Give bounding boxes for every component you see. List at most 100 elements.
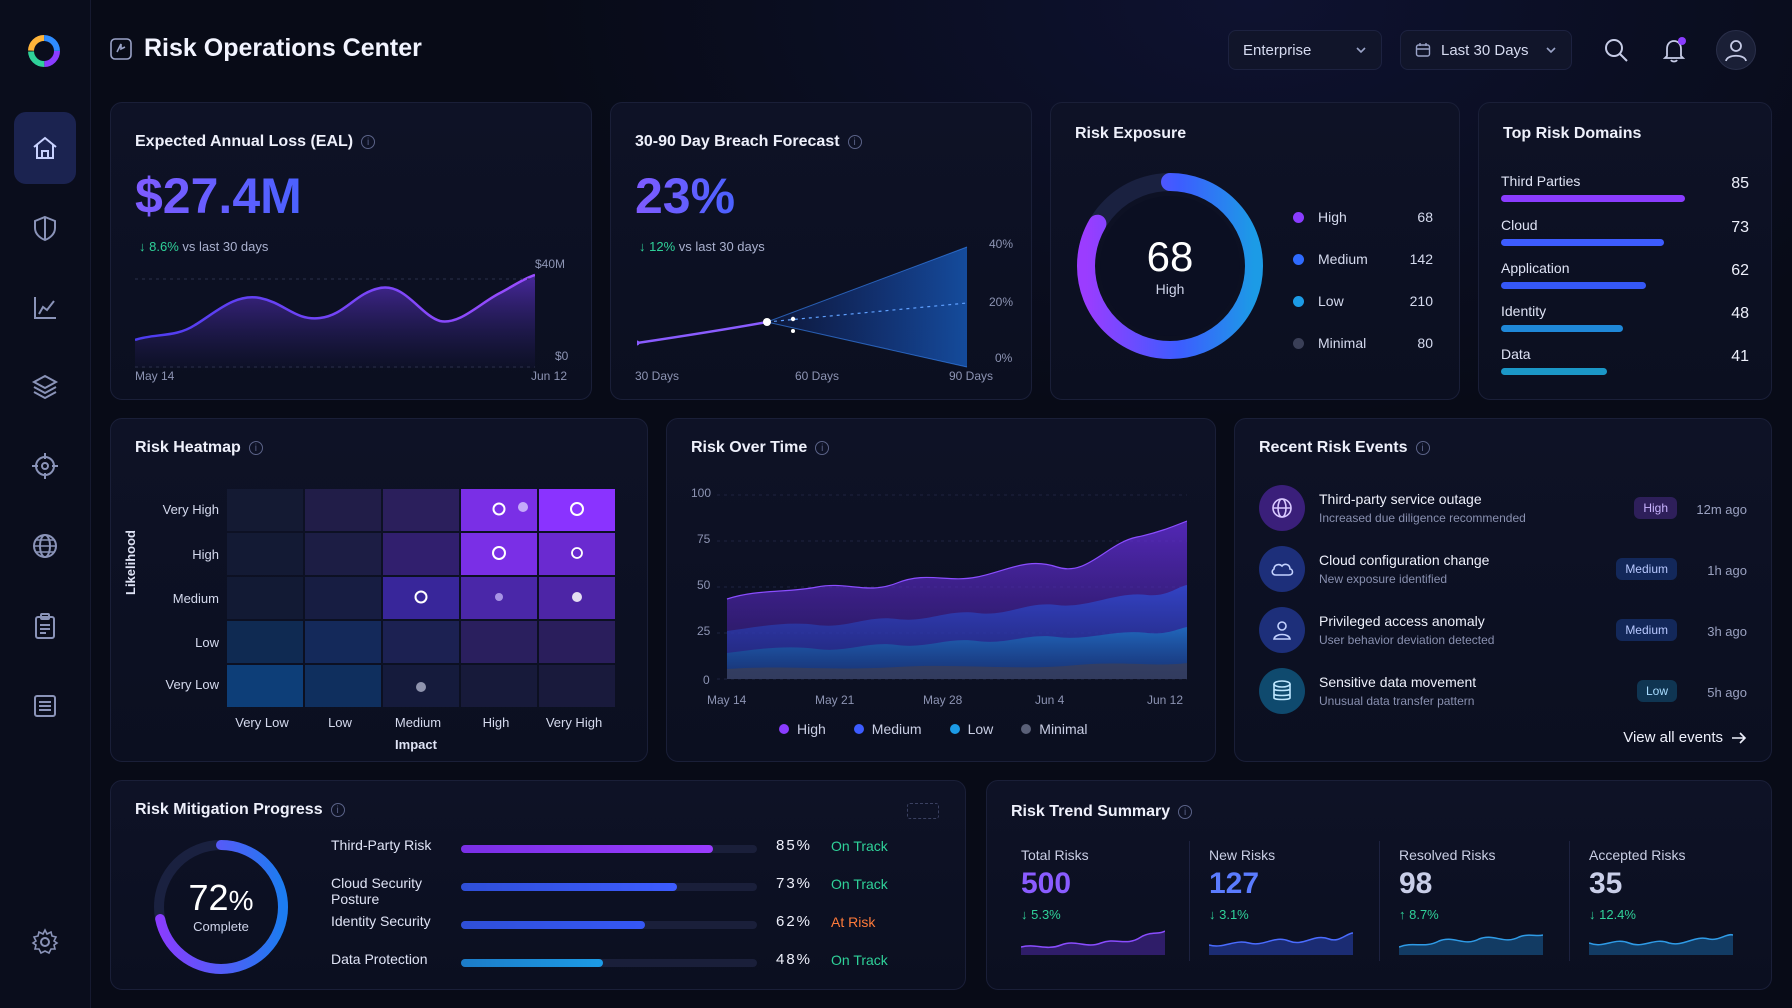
info-icon[interactable]: i [847,135,862,149]
domain-row-cloud[interactable]: Cloud 73 [1501,217,1749,246]
eal-value: $27.4M [135,168,302,224]
domain-bar [1501,195,1685,202]
domain-row-data[interactable]: Data 41 [1501,346,1749,375]
eal-title: Expected Annual Loss (EAL) [135,133,354,150]
nav-targets[interactable] [14,430,76,502]
events-title: Recent Risk Events [1259,439,1408,456]
search-button[interactable] [1598,32,1634,68]
forecast-x-tick-2: 90 Days [949,369,994,383]
mitigation-fill [461,921,645,929]
mitigation-track [461,959,757,967]
mitigation-label: Identity Security [331,913,431,929]
events-title-wrap: Recent Risk Events i [1259,439,1430,457]
sidebar [0,0,91,1008]
domain-bar [1501,239,1664,246]
legend-label: Low [967,721,994,737]
date-range-select[interactable]: Last 30 Days [1400,30,1572,70]
info-icon[interactable]: i [248,441,263,455]
info-icon[interactable]: i [1415,441,1430,455]
info-icon[interactable]: i [361,135,376,149]
forecast-title-wrap: 30-90 Day Breach Forecast i [635,133,862,151]
mitigation-fill [461,845,713,853]
user-avatar-button[interactable] [1716,30,1756,70]
nav-layers[interactable] [14,350,76,422]
legend-item-high: High [779,721,826,737]
severity-badge: Medium [1616,558,1677,580]
mitigation-label: Third-Party Risk [331,837,432,853]
heatmap-y-title: Likelihood [123,530,138,595]
legend-value: 80 [1417,335,1433,351]
globe-icon [33,534,57,558]
nav-list[interactable] [14,670,76,742]
heatmap-x-title: Impact [395,737,437,752]
event-title: Cloud configuration change [1319,552,1490,568]
domain-bar [1501,325,1623,332]
user-icon [1259,607,1305,653]
domain-value: 73 [1731,219,1749,236]
event-row[interactable]: Privileged access anomaly User behavior … [1259,605,1747,659]
trend-accepted: Accepted Risks 35 ↓ 12.4% [1589,847,1769,957]
chevron-down-icon [1356,47,1366,54]
event-time: 12m ago [1696,502,1747,517]
heatmap-grid[interactable] [227,489,621,709]
domain-row-application[interactable]: Application 62 [1501,260,1749,289]
forecast-title: 30-90 Day Breach Forecast [635,133,840,150]
nav-global[interactable] [14,510,76,582]
x-tick: May 28 [923,693,963,707]
mitigation-row[interactable]: Third-Party Risk 85% On Track [331,837,931,873]
trend-resolved: Resolved Risks 98 ↑ 8.7% [1399,847,1579,957]
mitigation-title: Risk Mitigation Progress [135,801,323,818]
clipboard-icon [35,613,55,639]
info-icon[interactable]: i [1178,805,1193,819]
info-icon[interactable]: i [815,441,830,455]
nav-security[interactable] [14,192,76,264]
x-tick: Jun 4 [1035,693,1065,707]
eal-delta-text: vs last 30 days [182,239,269,254]
expand-icon[interactable] [907,803,939,819]
forecast-x-tick-0: 30 Days [635,369,680,383]
view-all-events-link[interactable]: View all events [1623,729,1747,746]
mitigation-row[interactable]: Identity Security 62% At Risk [331,913,931,949]
forecast-chart [637,246,968,368]
mitigation-complete-label: Complete [193,919,249,934]
trend-delta: ↓ 5.3% [1021,907,1061,922]
layers-icon [31,374,59,400]
mitigation-status: On Track [831,838,888,854]
event-row[interactable]: Cloud configuration change New exposure … [1259,544,1747,598]
dashboard-icon [110,37,132,60]
domain-row-identity[interactable]: Identity 48 [1501,303,1749,332]
heatmap-col-label: Low [328,715,352,730]
mitigation-fill [461,883,678,891]
domain-label: Cloud [1501,217,1538,233]
mitigation-row[interactable]: Cloud Security Posture 73% On Track [331,875,931,911]
mitigation-donut [154,840,288,974]
event-row[interactable]: Third-party service outage Increased due… [1259,483,1747,537]
y-tick: 50 [697,578,711,592]
nav-reports[interactable] [14,590,76,662]
nav-analytics[interactable] [14,272,76,344]
avatar-icon [1725,40,1747,62]
mitigation-status: At Risk [831,914,876,930]
domain-bar [1501,368,1607,375]
trend-delta: ↓ 12.4% [1589,907,1636,922]
event-row[interactable]: Sensitive data movement Unusual data tra… [1259,666,1747,720]
mitigation-row[interactable]: Data Protection 48% On Track [331,951,931,987]
legend-label: Minimal [1318,335,1367,351]
forecast-y-tick-1: 20% [989,295,1014,309]
org-select[interactable]: Enterprise [1228,30,1382,70]
heatmap-col-label: Medium [394,715,442,730]
mitigation-title-wrap: Risk Mitigation Progress i [135,801,345,819]
info-icon[interactable]: i [330,803,345,817]
forecast-delta: ↓ 12% vs last 30 days [639,239,765,254]
event-subtitle: Increased due diligence recommended [1319,511,1526,525]
nav-settings[interactable] [14,906,76,978]
nav-home[interactable] [14,112,76,184]
event-subtitle: User behavior deviation detected [1319,633,1495,647]
severity-badge: Low [1636,680,1677,702]
legend-dot [1293,211,1304,223]
event-time: 3h ago [1707,624,1747,639]
legend-item-minimal: Minimal [1021,721,1088,737]
eal-x-start: May 14 [135,369,175,383]
notifications-button[interactable] [1656,32,1692,68]
domain-row-third-parties[interactable]: Third Parties 85 [1501,173,1749,202]
